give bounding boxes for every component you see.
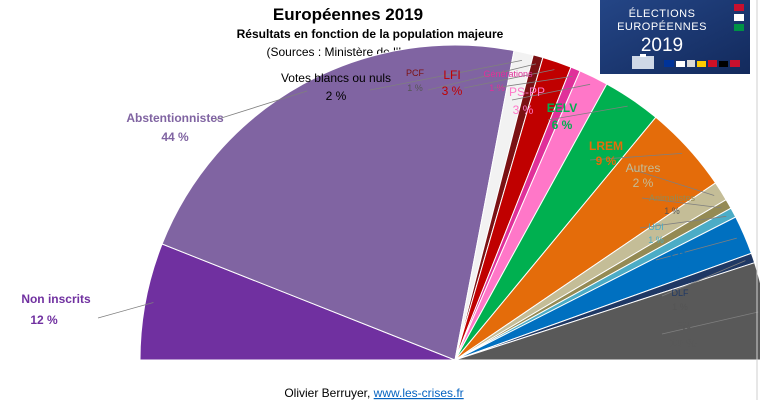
slice-label: Abstentionnistes [126,111,224,125]
footer-link[interactable]: www.les-crises.fr [373,386,464,400]
slice-value: 1 % [648,235,664,245]
footer-author: Olivier Berruyer, [284,386,373,400]
leader-line [589,153,683,161]
slice-label: LREM [589,139,623,153]
leader-line [369,60,523,91]
leader-line [641,197,722,209]
leader-line [214,90,308,121]
slice-value: 9 % [596,154,617,168]
slice-label: EELV [547,101,577,115]
leader-line [627,167,715,196]
slice-value: 2 % [326,89,347,103]
slice-value: 2 % [633,176,654,190]
slice-label: PCF [406,68,425,78]
slice-label: Générations [483,69,533,79]
elections-logo: ÉLECTIONS EUROPÉENNES 2019 [600,0,750,74]
slice-label: UDI [648,222,664,232]
leader-line [427,63,537,91]
chart-title: Européennes 2019 [273,5,423,24]
slice-label: LR [670,249,686,263]
logo-year: 2019 [641,35,683,56]
slice-label: Non inscrits [21,292,91,306]
leader-line [511,83,591,101]
leader-line [463,69,555,89]
slice-value: 1 % [489,83,505,93]
leader-line [547,105,628,121]
leader-line [655,237,737,261]
logo-line1: ÉLECTIONS [629,7,696,20]
leader-line [639,215,727,229]
slice-label: LFI [443,68,460,82]
slice-value: 1 % [407,83,423,93]
chart-subtitle: Résultats en fonction de la population m… [237,27,504,41]
leader-line [97,302,154,319]
slice-value: 1 % [672,302,688,312]
pie-slice-abstentionnistes [161,44,515,361]
slice-value: 4 % [668,264,689,278]
ballot-box-icon [632,56,654,69]
slice-value: 12 % [30,313,58,327]
flags-icon [664,60,740,67]
slice-label: PS-PP [509,85,545,99]
leader-line [493,76,573,89]
slice-label: Animalistes [649,193,696,203]
slice-value: 1 % [664,206,680,216]
slice-value: 10 % [669,336,697,350]
slice-label: Votes blancs ou nuls [281,71,391,85]
slice-value: 3 % [442,84,463,98]
slice-value: 6 % [552,118,573,132]
slice-label: Autres [626,161,661,175]
leader-line [661,260,746,297]
leader-line [661,311,759,335]
footer: Olivier Berruyer, www.les-crises.fr [284,386,463,400]
slice-value: 44 % [161,130,189,144]
pie-slice-non-inscrits [139,243,456,361]
slice-label: DLF [671,288,689,298]
logo-line2: EUROPÉENNES [617,20,707,33]
slice-value: 3 % [513,103,534,117]
slice-label: FN [675,319,691,333]
